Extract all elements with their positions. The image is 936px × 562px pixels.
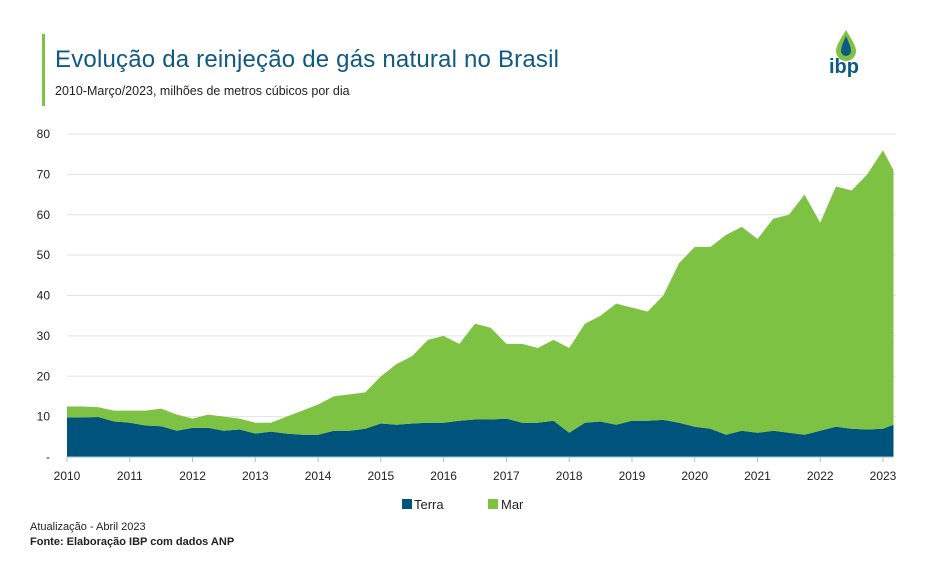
page-subtitle: 2010-Março/2023, milhões de metros cúbic… xyxy=(55,84,350,98)
x-tick-label: 2011 xyxy=(117,469,143,483)
x-tick-label: 2022 xyxy=(807,469,834,483)
source-note: Fonte: Elaboração IBP com dados ANP xyxy=(30,536,235,548)
x-tick-label: 2014 xyxy=(305,469,332,483)
page-title: Evolução da reinjeção de gás natural no … xyxy=(55,46,560,73)
legend-swatch-mar xyxy=(488,499,498,509)
y-tick-label: 70 xyxy=(37,167,51,181)
x-tick-label: 2013 xyxy=(242,469,269,483)
legend-label-mar: Mar xyxy=(501,497,524,512)
area-terra xyxy=(67,417,894,457)
x-tick-label: 2018 xyxy=(556,469,583,483)
x-tick-label: 2019 xyxy=(619,469,646,483)
y-tick-label: 60 xyxy=(37,208,51,222)
update-note: Atualização - Abril 2023 xyxy=(30,521,146,533)
x-tick-label: 2017 xyxy=(493,469,520,483)
y-tick-label: 20 xyxy=(37,369,51,383)
y-tick-label: 50 xyxy=(37,248,51,262)
ibp-drop-logo-icon xyxy=(836,30,856,61)
y-tick-label: 80 xyxy=(37,127,51,141)
title-accent-bar xyxy=(42,34,45,106)
y-tick-label: - xyxy=(46,450,50,464)
x-tick-label: 2015 xyxy=(367,469,394,483)
x-tick-label: 2021 xyxy=(744,469,771,483)
legend: Terra Mar xyxy=(402,497,524,512)
y-tick-label: 40 xyxy=(37,289,51,303)
legend-label-terra: Terra xyxy=(414,497,444,512)
y-tick-label: 30 xyxy=(37,329,51,343)
y-tick-label: 10 xyxy=(37,410,51,424)
x-tick-label: 2023 xyxy=(870,469,897,483)
x-tick-label: 2020 xyxy=(681,469,708,483)
x-tick-label: 2016 xyxy=(430,469,457,483)
legend-swatch-terra xyxy=(402,499,412,509)
area-mar xyxy=(67,150,894,435)
x-tick-label: 2012 xyxy=(179,469,206,483)
ibp-logo-text: ibp xyxy=(829,56,859,78)
x-tick-label: 2010 xyxy=(54,469,81,483)
